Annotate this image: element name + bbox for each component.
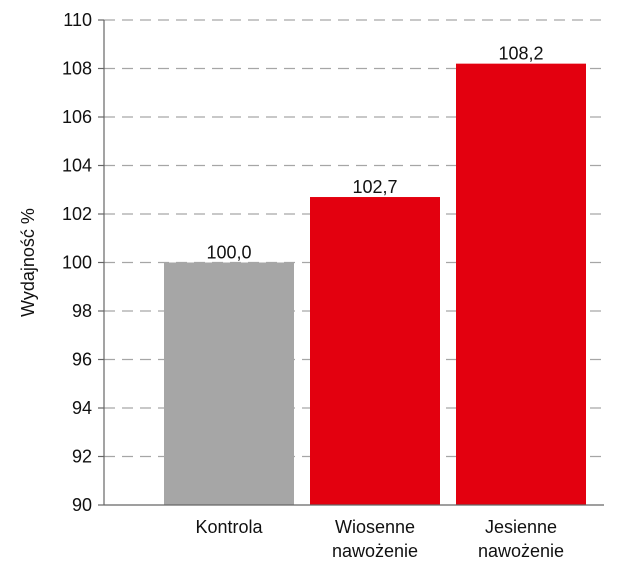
bar (310, 197, 440, 505)
y-tick-label: 92 (72, 447, 92, 467)
y-tick-label: 100 (62, 253, 92, 273)
x-category-label: Kontrola (195, 517, 263, 537)
y-axis-label: Wydajność % (18, 208, 38, 317)
bar-value-label: 102,7 (352, 177, 397, 197)
y-tick-label: 96 (72, 350, 92, 370)
bar-value-label: 108,2 (498, 44, 543, 64)
bar (456, 63, 586, 506)
y-tick-label: 94 (72, 398, 92, 418)
y-tick-label: 106 (62, 107, 92, 127)
x-category-label: nawożenie (478, 541, 564, 561)
x-category-label: nawożenie (332, 541, 418, 561)
x-category-label: Wiosenne (335, 517, 415, 537)
y-tick-label: 98 (72, 301, 92, 321)
x-category-label: Jesienne (485, 517, 557, 537)
bar-value-label: 100,0 (206, 243, 251, 263)
bars (164, 63, 586, 506)
category-labels: Kontrola Wiosenne nawożenie Jesienne nawożen… (195, 517, 564, 561)
y-tick-label: 110 (63, 10, 92, 30)
y-tick-label: 90 (72, 495, 92, 515)
data-labels: 100,0 102,7 108,2 (206, 44, 543, 263)
y-ticks: 90 92 94 96 98 100 102 104 106 108 110 (62, 10, 104, 515)
y-tick-label: 108 (62, 59, 92, 79)
bar (164, 262, 294, 505)
y-tick-label: 102 (62, 204, 92, 224)
y-tick-label: 104 (62, 156, 92, 176)
